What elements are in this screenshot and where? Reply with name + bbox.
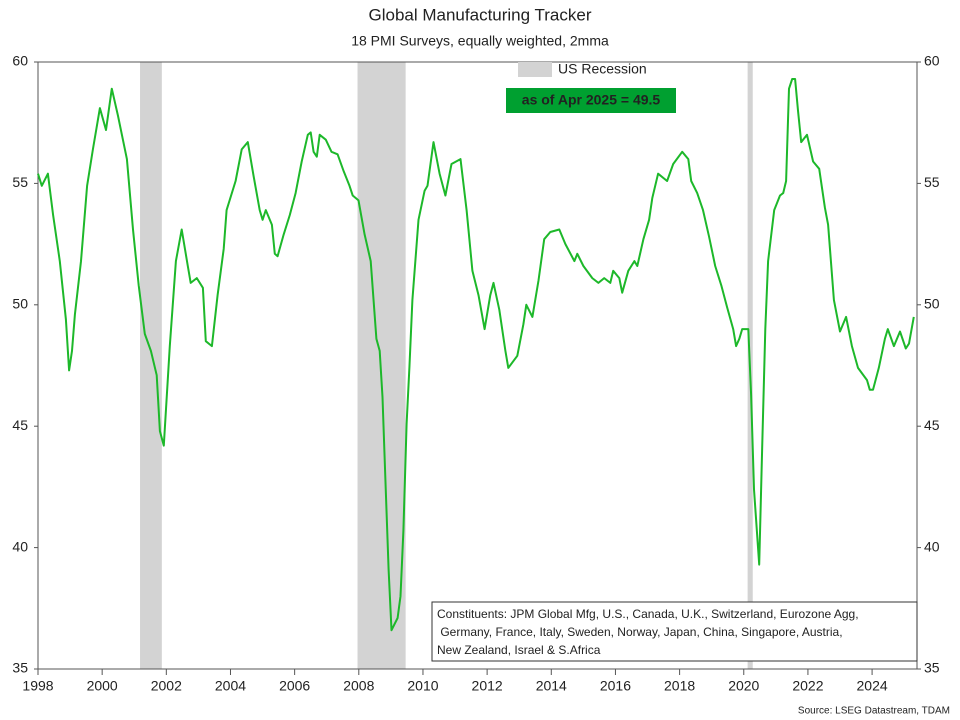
x-tick-label: 2008: [343, 678, 374, 694]
x-tick-label: 2018: [664, 678, 695, 694]
y-tick-label: 60: [12, 53, 28, 69]
x-tick-label: 2000: [87, 678, 118, 694]
chart-title: Global Manufacturing Tracker: [369, 5, 592, 24]
legend-swatch: [518, 62, 552, 77]
y-tick-label: 55: [12, 174, 28, 190]
annotation-text: as of Apr 2025 = 49.5: [522, 92, 661, 108]
constituents-line: Constituents: JPM Global Mfg, U.S., Cana…: [437, 607, 859, 621]
legend-label: US Recession: [558, 61, 647, 77]
x-tick-label: 2006: [279, 678, 310, 694]
x-tick-label: 2020: [728, 678, 759, 694]
annotation-box: [506, 88, 676, 113]
y-tick-label: 50: [12, 296, 28, 312]
x-tick-label: 2004: [215, 678, 246, 694]
y-tick-label: 45: [12, 417, 28, 433]
source-note: Source: LSEG Datastream, TDAM: [798, 706, 950, 717]
x-tick-label: 2016: [600, 678, 631, 694]
x-tick-label: 2014: [536, 678, 567, 694]
plot-frame: [37, 61, 918, 670]
constituents-line: Germany, France, Italy, Sweden, Norway, …: [437, 625, 843, 639]
y2-tick-label: 60: [924, 53, 940, 69]
y-tick-label: 35: [12, 660, 28, 676]
chart-subtitle: 18 PMI Surveys, equally weighted, 2mma: [351, 33, 609, 49]
y2-tick-label: 35: [924, 660, 940, 676]
x-tick-label: 2024: [857, 678, 888, 694]
x-tick-label: 2002: [151, 678, 182, 694]
data-line: [37, 78, 915, 632]
constituents-box: [431, 601, 918, 662]
constituents-line: New Zealand, Israel & S.Africa: [437, 643, 601, 657]
x-tick-label: 2010: [407, 678, 438, 694]
y2-tick-label: 45: [924, 417, 940, 433]
x-tick-label: 1998: [22, 678, 53, 694]
x-tick-label: 2012: [472, 678, 503, 694]
y2-tick-label: 40: [924, 538, 940, 554]
x-tick-label: 2022: [792, 678, 823, 694]
y2-tick-label: 50: [924, 296, 940, 312]
y2-tick-label: 55: [924, 174, 940, 190]
recession-band: [140, 62, 162, 669]
y-tick-label: 40: [12, 538, 28, 554]
